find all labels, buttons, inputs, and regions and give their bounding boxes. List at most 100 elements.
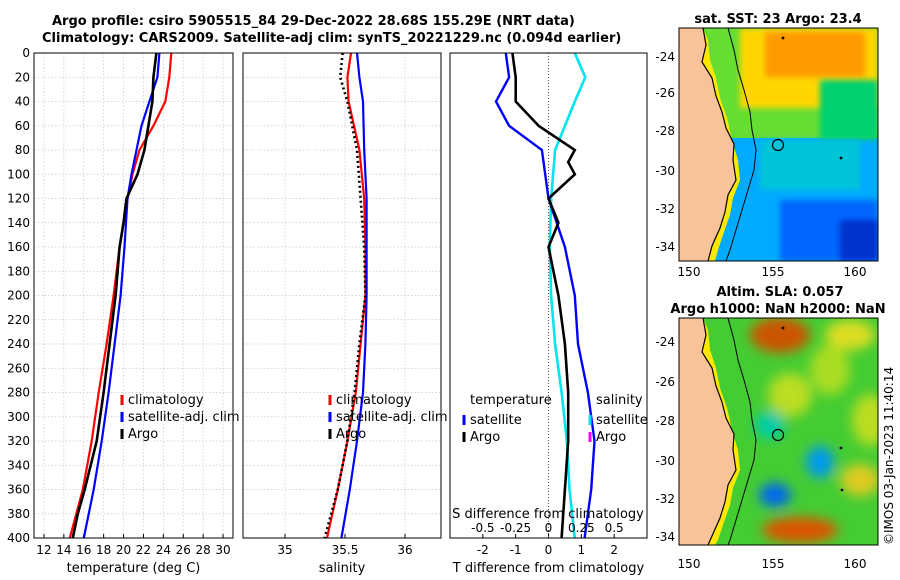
y-tick-label: 340 [7,458,30,472]
sla-map-title-1: Altim. SLA: 0.057 [717,285,844,300]
x-tick-label: 0 [545,543,553,557]
sla-lat-tick: -26 [655,375,675,389]
sla-lon-tick: 150 [678,557,701,571]
x-tick-label: 18 [96,543,111,557]
x-tick-label: 26 [176,543,191,557]
difference-panel: -2 -1 0 1 2 T difference from climatology -0.5… [449,52,648,576]
temperature-panel: 12 14 16 18 20 22 24 26 28 30 temperature (deg C) 0… [7,46,240,576]
legend-label: satellite-adj. clim [128,410,240,425]
sla-map [678,317,879,546]
series-line-satellite-adj--clim [82,52,161,539]
land-mass-sst [679,28,736,261]
x-axis-label: salinity [319,561,366,576]
legend-label: Argo [596,430,626,445]
s-tick-label: 0.5 [605,521,624,535]
y-tick-label: 80 [15,143,30,157]
y-tick-label: 180 [7,264,30,278]
legend-label: Argo [336,427,366,442]
sst-lat-tick: -28 [655,124,675,138]
figure-title-line1: Argo profile: csiro 5905515_84 29-Dec-20… [52,14,575,29]
legend-label: climatology [128,393,204,408]
plot-frame [449,52,648,539]
y-tick-label: 20 [15,70,30,84]
sla-lat-tick: -24 [655,335,675,349]
y-tick-label: 0 [22,46,30,60]
sla-lat-tick: -30 [655,454,675,468]
plot-frame [33,52,234,539]
s-tick-label: -0.5 [471,521,494,535]
x-tick-label: 28 [196,543,211,557]
x-tick-label: 36 [397,543,412,557]
x-axis-label: temperature (deg C) [67,561,201,576]
s-tick-label: -0.25 [500,521,531,535]
x-tick-label: 22 [136,543,151,557]
sst-map-title: sat. SST: 23 Argo: 23.4 [694,12,861,27]
legend-label: satellite-adj. clim [336,410,448,425]
y-tick-label: 100 [7,167,30,181]
series-line-satellite-adj--clim [340,52,368,539]
legend-label: satellite [470,413,522,428]
legend-label: Argo [470,430,500,445]
sst-lat-tick: -24 [655,50,675,64]
x-tick-label: 16 [76,543,91,557]
legend-title-temperature: temperature [470,393,552,408]
y-tick-label: 140 [7,216,30,230]
land-mass-sla [679,318,736,545]
legend-label: Argo [128,427,158,442]
series-line-argo [323,52,367,539]
legend-label: satellite [596,413,648,428]
sla-lat-tick: -32 [655,492,675,506]
sst-lon-tick: 155 [762,265,785,279]
sst-lat-tick: -34 [655,240,675,254]
y-tick-label: 220 [7,313,30,327]
x-tick-label: 20 [116,543,131,557]
salinity-panel: 35 35.5 36 salinity climatology satellite-adj… [242,52,448,576]
sst-lat-tick: -26 [655,86,675,100]
x-tick-label: 12 [36,543,51,557]
s-axis-label: S difference from climatology [452,507,644,522]
sst-lat-tick: -30 [655,164,675,178]
sst-lon-tick: 160 [844,265,867,279]
s-tick-label: 0.25 [568,521,595,535]
plot-frame [242,52,442,539]
sst-lat-tick: -32 [655,202,675,216]
x-tick-label: -2 [477,543,489,557]
y-tick-label: 160 [7,240,30,254]
sla-map-title-2: Argo h1000: NaN h2000: NaN [670,302,885,317]
y-tick-label: 260 [7,361,30,375]
y-tick-label: 280 [7,386,30,400]
y-tick-label: 60 [15,119,30,133]
x-tick-label: 24 [156,543,171,557]
sla-lat-tick: -34 [655,530,675,544]
y-tick-label: 300 [7,410,30,424]
sla-lon-tick: 160 [844,557,867,571]
y-tick-label: 240 [7,337,30,351]
legend-label: climatology [336,393,412,408]
x-tick-label: 2 [610,543,618,557]
sst-lon-tick: 150 [678,265,701,279]
x-tick-label: -1 [510,543,522,557]
sst-map [678,27,879,262]
x-tick-label: 14 [56,543,71,557]
y-tick-label: 360 [7,483,30,497]
y-tick-label: 40 [15,95,30,109]
legend-title-salinity: salinity [596,393,643,408]
sla-lat-tick: -28 [655,414,675,428]
figure-title-line2: Climatology: CARS2009. Satellite-adj cli… [42,31,622,46]
series-line-t-argo [511,52,577,539]
y-tick-label: 400 [7,531,30,545]
x-tick-label: 30 [215,543,230,557]
series-line-argo [71,52,158,539]
x-tick-label: 35 [277,543,292,557]
y-tick-label: 120 [7,192,30,206]
imos-credit: ©IMOS 03-Jan-2023 11:40:14 [882,366,896,545]
x-tick-label: 1 [578,543,586,557]
series-line-t-satellite [494,52,596,539]
x-tick-label: 35.5 [332,543,359,557]
s-tick-label: 0 [545,521,553,535]
y-tick-label: 200 [7,289,30,303]
sla-lon-tick: 155 [762,557,785,571]
y-tick-label: 380 [7,507,30,521]
y-tick-label: 320 [7,434,30,448]
